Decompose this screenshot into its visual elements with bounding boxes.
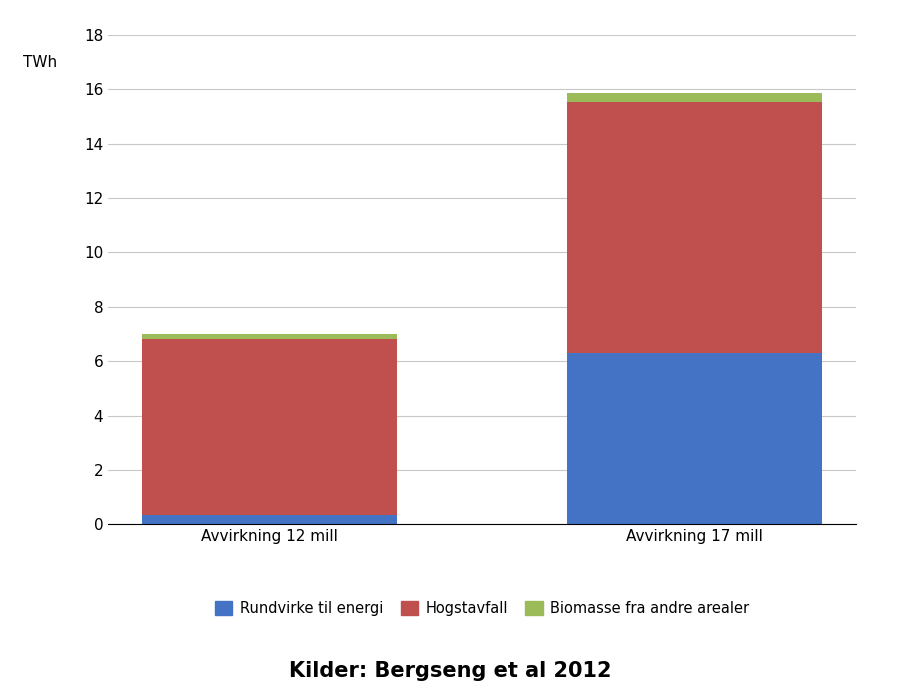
- Text: TWh: TWh: [23, 55, 57, 70]
- Bar: [142, 514, 397, 524]
- Bar: [567, 101, 822, 353]
- Legend: Rundvirke til energi, Hogstavfall, Biomasse fra andre arealer: Rundvirke til energi, Hogstavfall, Bioma…: [209, 595, 755, 622]
- Text: Kilder: Bergseng et al 2012: Kilder: Bergseng et al 2012: [289, 661, 612, 681]
- Bar: [142, 334, 397, 340]
- Bar: [567, 94, 822, 101]
- Bar: [142, 340, 397, 514]
- Bar: [567, 353, 822, 524]
